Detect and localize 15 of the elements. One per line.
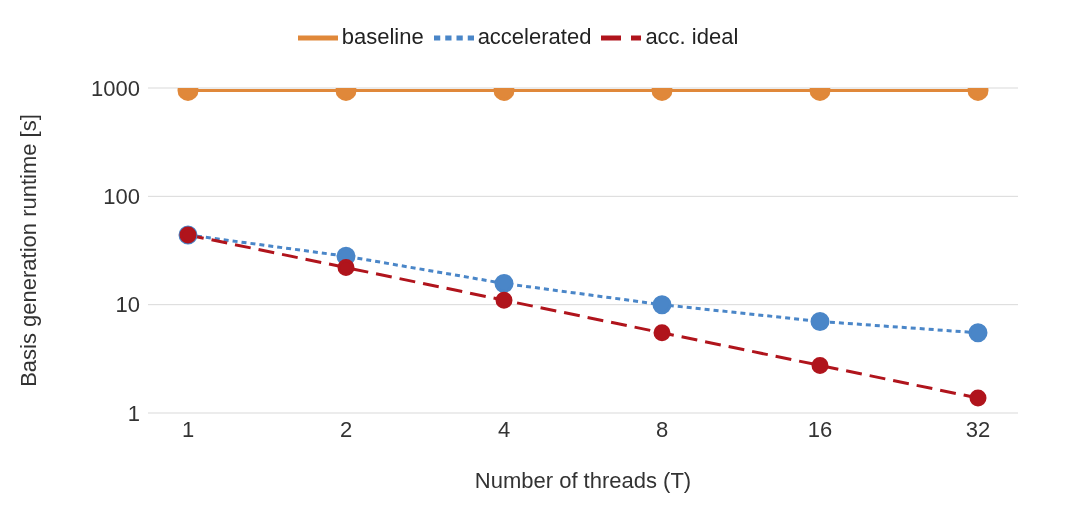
x-axis-title: Number of threads (T) — [474, 468, 692, 493]
x-tick-label: 4 — [497, 416, 511, 442]
y-tick-label: 1000 — [91, 75, 140, 101]
y-tick-label: 10 — [115, 292, 140, 318]
legend-label: accelerated — [477, 23, 592, 49]
x-tick-label: 1 — [181, 416, 195, 442]
legend-label: acc. ideal — [645, 23, 739, 49]
y-tick-label: 1 — [127, 400, 140, 426]
y-tick-label: 100 — [103, 184, 140, 210]
x-tick-label: 32 — [965, 416, 991, 442]
legend-label: baseline — [341, 23, 424, 49]
y-axis-title: Basis generation runtime [s] — [15, 114, 41, 387]
x-tick-label: 8 — [655, 416, 669, 442]
x-tick-label: 2 — [339, 416, 353, 442]
x-tick-label: 16 — [807, 416, 833, 442]
